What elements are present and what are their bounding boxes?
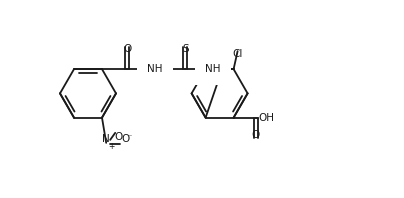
Text: NH: NH xyxy=(147,64,163,74)
Text: NH: NH xyxy=(206,64,221,74)
Text: OH: OH xyxy=(259,113,275,123)
Text: N: N xyxy=(102,134,110,144)
Text: O: O xyxy=(121,134,129,144)
Text: +: + xyxy=(109,142,115,151)
Text: Cl: Cl xyxy=(232,49,243,59)
Text: S: S xyxy=(182,44,189,54)
Text: O: O xyxy=(123,44,131,54)
Text: ⁻: ⁻ xyxy=(127,132,132,141)
Text: O: O xyxy=(114,132,122,142)
Text: O: O xyxy=(251,130,260,140)
